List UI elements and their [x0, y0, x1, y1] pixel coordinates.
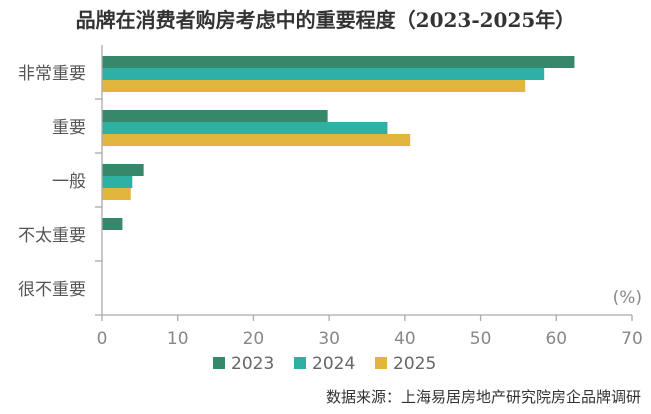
legend-label: 2024	[312, 354, 355, 374]
unit-label: (%)	[613, 288, 642, 308]
category-label: 非常重要	[18, 64, 86, 84]
bar-2024	[102, 176, 133, 188]
chart-title: 品牌在消费者购房考虑中的重要程度（2023-2025年）	[75, 8, 576, 32]
category-label: 很不重要	[18, 280, 86, 300]
bar-2023	[102, 218, 123, 230]
x-tick-label: 30	[318, 329, 340, 349]
legend-swatch-2023	[213, 357, 225, 369]
source-note: 数据来源：上海易居房地产研究院房企品牌调研	[325, 388, 641, 406]
bar-2025	[102, 134, 411, 146]
legend-swatch-2024	[294, 357, 306, 369]
bar-2023	[102, 164, 144, 176]
bar-2024	[102, 122, 388, 134]
legend-label: 2025	[393, 354, 436, 374]
category-label: 一般	[52, 172, 86, 192]
bar-2023	[102, 56, 575, 68]
bar-2025	[102, 80, 526, 92]
x-tick-label: 20	[243, 329, 265, 349]
bar-2025	[102, 188, 131, 200]
x-tick-label: 40	[394, 329, 416, 349]
bar-2024	[102, 68, 545, 80]
x-tick-label: 10	[167, 329, 189, 349]
x-tick-label: 0	[97, 329, 108, 349]
x-tick-label: 50	[470, 329, 492, 349]
bar-2023	[102, 110, 328, 122]
x-tick-label: 70	[621, 329, 643, 349]
legend-swatch-2025	[375, 357, 387, 369]
legend-label: 2023	[231, 354, 274, 374]
category-label: 重要	[52, 118, 86, 138]
x-tick-label: 60	[545, 329, 567, 349]
category-label: 不太重要	[18, 226, 86, 246]
